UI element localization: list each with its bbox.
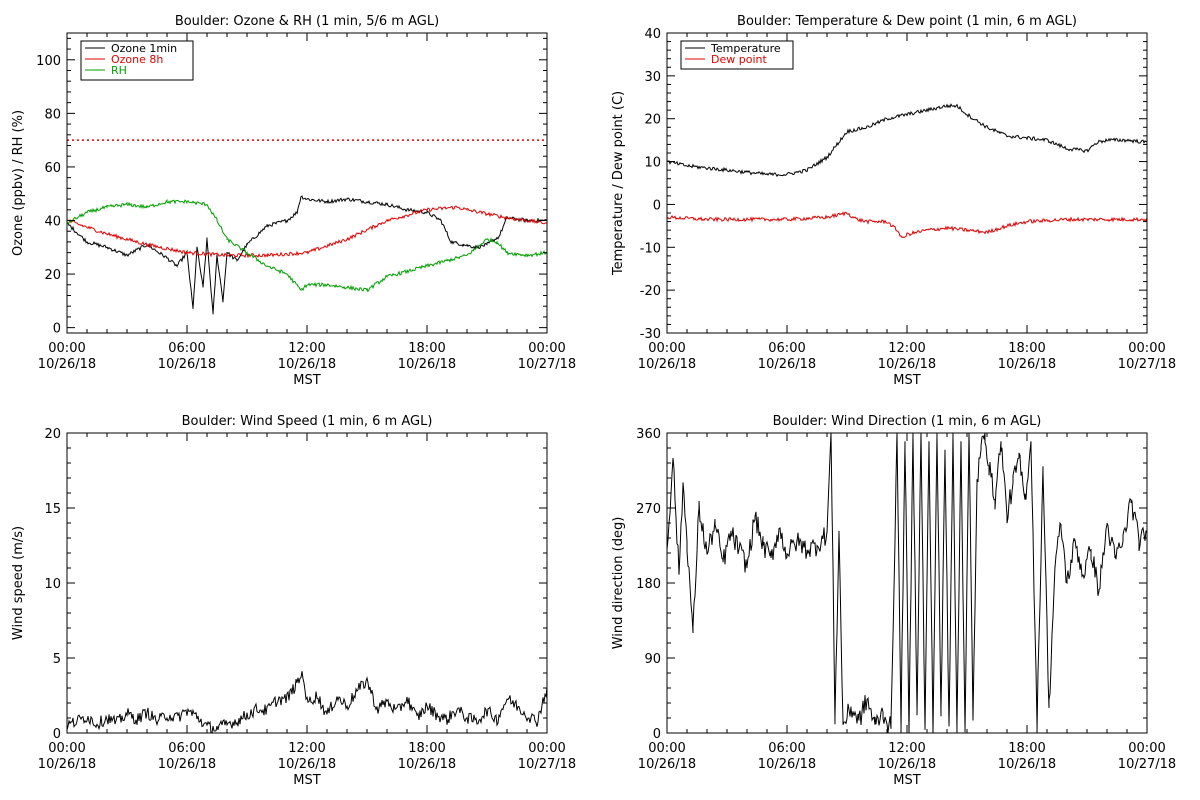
series-line-rh [67,198,547,293]
chart-wspd: Boulder: Wind Speed (1 min, 6 m AGL) 00:0… [11,414,576,788]
x-tick-label: 12:00 [888,741,925,756]
chart-title: Boulder: Wind Speed (1 min, 6 m AGL) [182,414,433,429]
chart-ozone: Boulder: Ozone & RH (1 min, 5/6 m AGL)00… [11,14,576,388]
series-line-temperature [667,103,1147,178]
y-tick-label: -30 [640,327,661,342]
x-tick-date: 10/26/18 [278,357,336,372]
y-tick-label: 0 [653,198,661,213]
y-axis-label: Wind direction (deg) [611,517,626,650]
plot-frame [666,32,1148,334]
y-tick-label: 5 [53,652,61,667]
x-tick-date: 10/26/18 [878,757,936,772]
y-tick-label: 0 [53,322,61,337]
x-tick-label: 18:00 [408,741,445,756]
y-tick-label: 180 [636,577,661,592]
x-tick-date: 10/27/18 [518,757,576,772]
x-axis-label: MST [293,373,320,388]
legend-label: Temperature [710,42,781,55]
y-tick-label: 20 [44,427,61,442]
y-tick-label: 30 [644,70,661,85]
y-axis-label: Temperature / Dew point (C) [611,91,626,276]
x-tick-date: 10/27/18 [1118,357,1176,372]
y-tick-label: 10 [644,156,661,171]
legend-label: RH [111,64,127,77]
x-tick-label: 06:00 [168,341,205,356]
x-tick-label: 12:00 [888,341,925,356]
y-tick-label: -10 [640,241,661,256]
chart-title: Boulder: Ozone & RH (1 min, 5/6 m AGL) [175,14,439,29]
legend-box [680,40,794,70]
y-tick-label: 10 [44,577,61,592]
legend-label: Dew point [711,53,767,66]
x-tick-label: 00:00 [648,341,685,356]
x-tick-date: 10/26/18 [638,757,696,772]
series-line-ozone-1min [67,195,547,315]
x-axis-label: MST [893,773,920,788]
x-tick-label: 00:00 [648,741,685,756]
x-tick-date: 10/26/18 [38,757,96,772]
y-tick-label: 0 [53,727,61,742]
x-tick-date: 10/26/18 [398,757,456,772]
x-tick-date: 10/26/18 [38,357,96,372]
x-tick-label: 18:00 [1008,341,1045,356]
x-axis-label: MST [293,773,320,788]
series-line-ozone-8h [67,205,547,259]
chart-temp: Boulder: Temperature & Dew point (1 min,… [611,14,1176,388]
series-line-data [67,671,547,733]
x-tick-date: 10/26/18 [158,757,216,772]
x-tick-label: 18:00 [408,341,445,356]
x-tick-label: 00:00 [528,341,565,356]
series-line-data [667,433,1147,733]
x-tick-date: 10/26/18 [878,357,936,372]
x-tick-label: 00:00 [1128,341,1165,356]
x-tick-label: 00:00 [528,741,565,756]
y-axis-label: Wind speed (m/s) [11,526,26,640]
legend-label: Ozone 8h [111,53,163,66]
y-tick-label: 60 [44,161,61,176]
y-tick-label: -20 [640,284,661,299]
x-tick-label: 00:00 [1128,741,1165,756]
plot-frame [66,432,548,734]
y-axis-label: Ozone (ppbv) / RH (%) [11,110,26,256]
x-tick-date: 10/26/18 [278,757,336,772]
chart-title: Boulder: Temperature & Dew point (1 min,… [737,14,1077,29]
x-tick-label: 06:00 [168,741,205,756]
x-tick-date: 10/27/18 [518,357,576,372]
y-tick-label: 20 [644,113,661,128]
y-tick-label: 0 [653,727,661,742]
x-tick-label: 18:00 [1008,741,1045,756]
y-tick-label: 90 [644,652,661,667]
y-tick-label: 80 [44,107,61,122]
x-tick-date: 10/26/18 [758,357,816,372]
x-tick-label: 06:00 [768,341,805,356]
x-tick-label: 06:00 [768,741,805,756]
y-tick-label: 40 [644,27,661,42]
x-tick-label: 00:00 [48,341,85,356]
legend-label: Ozone 1min [111,42,177,55]
y-tick-label: 270 [636,502,661,517]
x-tick-date: 10/26/18 [158,357,216,372]
series-line-dew-point [667,211,1147,239]
x-tick-date: 10/26/18 [638,357,696,372]
x-tick-date: 10/26/18 [398,357,456,372]
chart-title: Boulder: Wind Direction (1 min, 6 m AGL) [773,414,1042,429]
x-tick-date: 10/26/18 [998,357,1056,372]
x-tick-label: 00:00 [48,741,85,756]
y-tick-label: 100 [36,54,61,69]
y-tick-label: 40 [44,215,61,230]
x-tick-label: 12:00 [288,341,325,356]
chart-wdir: Boulder: Wind Direction (1 min, 6 m AGL)… [611,414,1176,788]
y-tick-label: 20 [44,268,61,283]
x-tick-date: 10/26/18 [998,757,1056,772]
x-tick-date: 10/27/18 [1118,757,1176,772]
y-tick-label: 360 [636,427,661,442]
x-tick-date: 10/26/18 [758,757,816,772]
x-tick-label: 12:00 [288,741,325,756]
y-tick-label: 15 [44,502,61,517]
x-axis-label: MST [893,373,920,388]
